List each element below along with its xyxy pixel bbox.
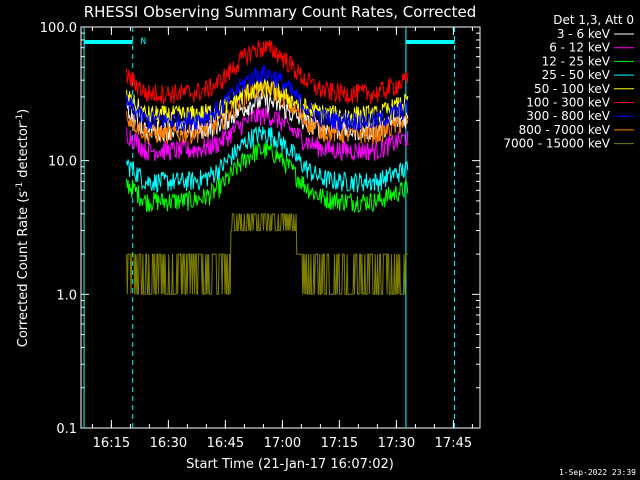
series-line-4 (126, 77, 409, 127)
night-bar (84, 40, 133, 44)
x-tick-label: 16:30 (150, 436, 187, 451)
x-tick-label: 17:45 (435, 436, 472, 451)
y-tick-label: 0.1 (56, 422, 77, 437)
series-line-5 (126, 39, 409, 105)
y-axis-label: Corrected Count Rate (s-1 detector-1) (15, 109, 31, 347)
plot-area: N (83, 27, 456, 428)
x-axis-label: Start Time (21-Jan-17 16:07:02) (186, 457, 394, 472)
x-tick-label: 17:15 (321, 436, 358, 451)
series-line-1 (126, 106, 409, 162)
legend-entry-label: 6 - 12 keV (549, 41, 611, 55)
series-line-8 (126, 213, 408, 295)
night-flag-label: N (141, 37, 146, 47)
legend-entry-label: 800 - 7000 keV (519, 123, 611, 137)
legend-entry-label: 25 - 50 keV (542, 68, 611, 82)
legend-entry-label: 300 - 800 keV (526, 109, 610, 123)
plot-frame (80, 26, 481, 429)
series-line-6 (126, 64, 409, 133)
series-line-3 (126, 126, 409, 194)
chart-title: RHESSI Observing Summary Count Rates, Co… (84, 3, 477, 21)
legend-entry-label: 12 - 25 keV (542, 54, 611, 68)
legend-entry-label: 50 - 100 keV (534, 82, 611, 96)
legend-title: Det 1,3, Att 0 (553, 13, 634, 27)
legend-entry-label: 7000 - 15000 keV (503, 137, 610, 151)
plot-axes: 0.1 1.0 10.0 100.0 16:15 16:30 16:45 17:00 17:15… (40, 21, 481, 451)
y-tick-label: 10.0 (48, 155, 77, 170)
x-tick-label: 16:15 (93, 436, 130, 451)
generation-timestamp: 1-Sep-2022 23:39 (559, 468, 636, 477)
x-tick-label: 17:00 (264, 436, 301, 451)
legend-entry-label: 100 - 300 keV (526, 96, 610, 110)
y-tick-label: 1.0 (56, 288, 77, 303)
x-tick-label: 16:45 (207, 436, 244, 451)
y-tick-label: 100.0 (40, 21, 77, 36)
legend-entry-label: 3 - 6 keV (557, 27, 611, 41)
x-tick-label: 17:30 (378, 436, 415, 451)
night2-bar (405, 40, 455, 44)
